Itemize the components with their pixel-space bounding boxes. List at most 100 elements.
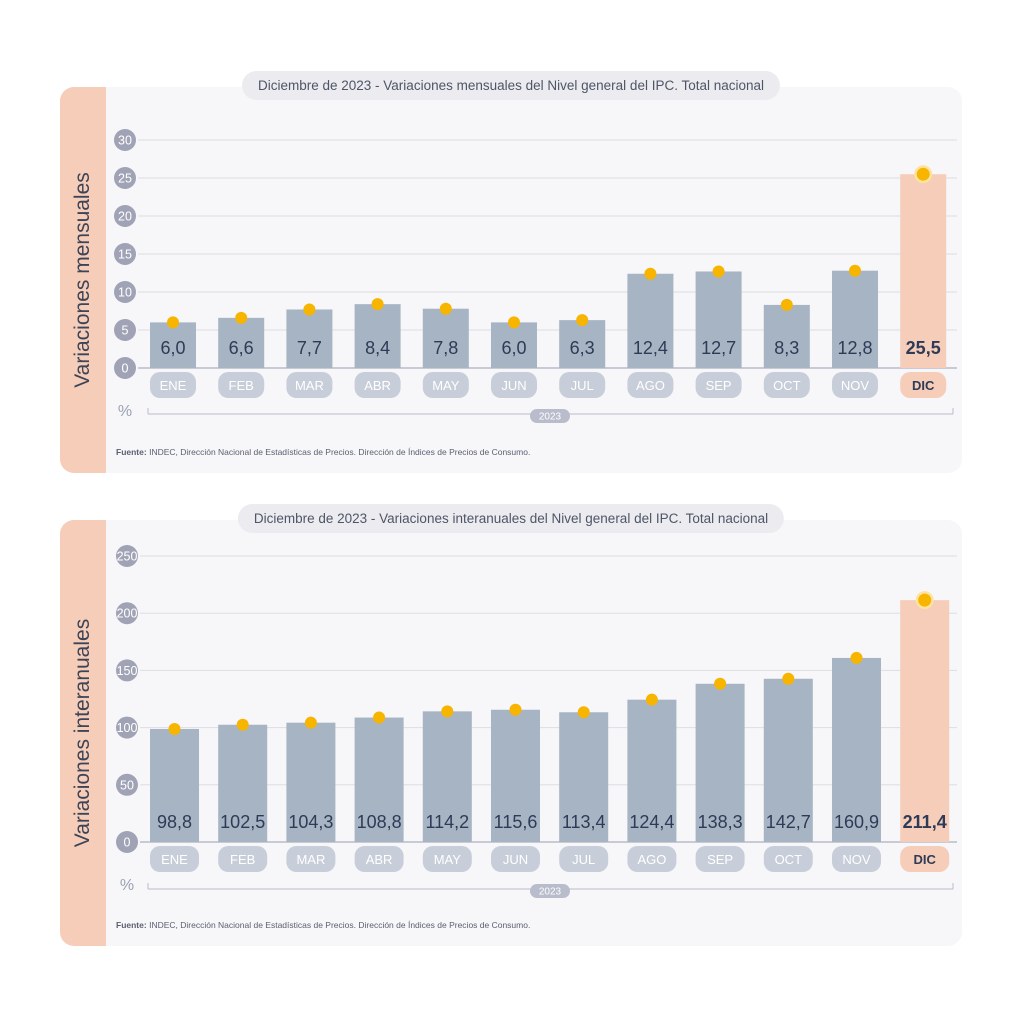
side-band: Variaciones interanuales (60, 520, 106, 946)
year-label: 2023 (539, 887, 562, 898)
y-tick-badge (114, 205, 136, 227)
category-label: NOV (842, 852, 871, 867)
category-pill (286, 846, 336, 872)
bar (354, 717, 404, 842)
category-pill (286, 372, 333, 398)
data-label: 7,8 (433, 338, 458, 358)
bar (218, 724, 268, 842)
value-dot (303, 303, 316, 316)
value-dot (577, 706, 590, 719)
data-label: 104,3 (288, 812, 333, 832)
category-label: MAY (432, 378, 460, 393)
category-label: FEB (229, 378, 254, 393)
bar (900, 600, 950, 842)
chart-title: Diciembre de 2023 - Variaciones interanu… (237, 504, 785, 533)
data-label: 6,0 (501, 338, 526, 358)
bar (900, 174, 947, 368)
y-tick-label: 25 (118, 172, 132, 186)
category-label: FEB (230, 852, 255, 867)
value-dot (304, 716, 317, 729)
y-tick-label: 250 (117, 550, 138, 564)
y-tick-badge (114, 167, 136, 189)
category-label: JUN (503, 852, 528, 867)
y-tick-badge (116, 773, 138, 796)
value-dot (712, 265, 725, 278)
chart-title-prefix: Diciembre de 2023 (257, 78, 372, 93)
category-label: AGO (636, 378, 665, 393)
data-label: 12,4 (633, 338, 668, 358)
value-dot (916, 167, 930, 181)
bar (286, 309, 333, 368)
y-tick-badge (114, 319, 136, 341)
category-pill (218, 372, 265, 398)
y-tick-badge (114, 357, 136, 379)
category-pill (832, 372, 878, 398)
value-dot (371, 298, 384, 311)
data-label: 211,4 (903, 812, 947, 832)
data-label: 12,8 (837, 338, 872, 358)
value-dot (645, 693, 658, 706)
bar (354, 304, 401, 368)
y-tick-label: 30 (118, 134, 132, 148)
monthly-chart-svg: 0 5 10 15 20 25 30 6,0 ENE 6,6 FEB 7,7 MAR 8,4 ABR 7,8 M… (114, 129, 957, 423)
bar (150, 322, 196, 368)
category-label: NOV (841, 378, 870, 393)
value-dot (439, 302, 452, 315)
y-tick-label: 0 (122, 362, 129, 376)
category-pill (218, 846, 268, 872)
data-label: 8,4 (365, 338, 390, 358)
category-label: JUL (572, 852, 595, 867)
y-tick-label: 0 (124, 836, 131, 850)
y-tick-badge (116, 716, 138, 739)
bar (422, 308, 469, 368)
value-dot (849, 264, 861, 277)
bar (559, 320, 606, 368)
y-tick-badge (116, 545, 138, 567)
category-pill (559, 372, 606, 398)
category-pill (354, 846, 404, 872)
y-tick-badge (114, 281, 136, 303)
bar (422, 711, 472, 842)
category-label: ENE (160, 378, 187, 393)
data-label: 124,4 (629, 812, 674, 832)
value-dot (850, 651, 863, 664)
data-label: 12,7 (701, 338, 736, 358)
value-dot (441, 705, 454, 718)
category-label: DIC (912, 378, 935, 393)
y-tick-badge (116, 831, 138, 853)
bar (832, 270, 878, 368)
data-label: 6,6 (229, 338, 254, 358)
value-dot (644, 267, 657, 280)
source-note: Fuente: INDEC, Dirección Nacional de Est… (116, 920, 530, 930)
bar (286, 722, 336, 842)
category-label: OCT (773, 378, 801, 393)
data-label: 113,4 (562, 812, 606, 832)
category-pill (422, 372, 469, 398)
category-label: MAY (434, 852, 462, 867)
source-text: INDEC, Dirección Nacional de Estadística… (149, 447, 531, 457)
chart-title: Diciembre de 2023 - Variaciones mensuale… (241, 71, 781, 100)
y-tick-badge (116, 602, 138, 625)
category-pill (627, 846, 677, 872)
y-tick-label: 100 (117, 721, 138, 735)
bar (695, 271, 742, 368)
value-dot (782, 672, 795, 685)
bar (559, 712, 609, 842)
category-label: ENE (161, 852, 188, 867)
value-dot (168, 722, 181, 735)
category-pill (627, 372, 674, 398)
y-tick-label: 5 (122, 324, 129, 338)
value-dot (714, 677, 727, 690)
y-tick-label: 150 (117, 664, 138, 678)
y-tick-badge (114, 129, 136, 151)
bar (695, 683, 745, 842)
monthly-chart-panel: Variaciones mensuales Diciembre de 2023 … (60, 71, 962, 473)
category-label: MAR (295, 378, 324, 393)
bar (491, 709, 540, 842)
source-text: INDEC, Dirección Nacional de Estadística… (149, 920, 531, 930)
data-label: 102,5 (220, 812, 265, 832)
unit-label: % (120, 877, 134, 894)
value-dot (918, 593, 932, 607)
y-tick-label: 15 (118, 248, 132, 262)
category-pill (832, 846, 881, 872)
